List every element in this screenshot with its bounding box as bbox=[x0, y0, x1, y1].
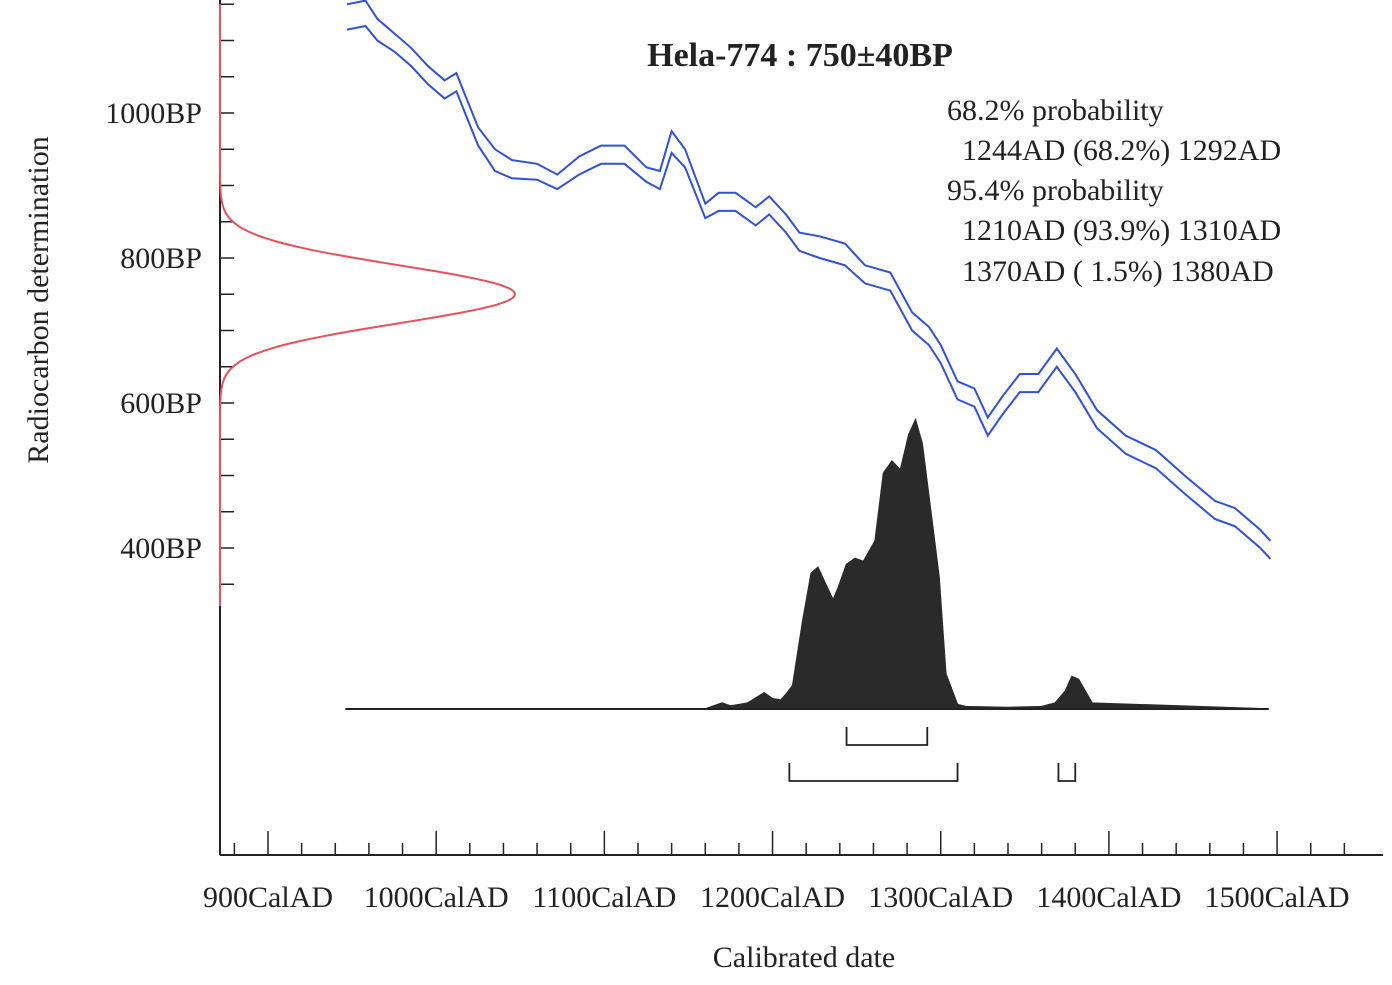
calibration-curve-lower bbox=[346, 24, 1272, 560]
y-tick-label: 800BP bbox=[120, 242, 202, 275]
y-axis-title: Radiocarbon determination bbox=[22, 136, 55, 463]
range-bracket-95-4pct bbox=[1057, 763, 1077, 782]
y-tick-label: 400BP bbox=[120, 532, 202, 565]
x-tick-label: 1500CalAD bbox=[1205, 881, 1350, 914]
calibration-curve-upper bbox=[346, 0, 1272, 542]
measurement-curve bbox=[219, 4, 517, 606]
chart-title: Hela-774 : 750±40BP bbox=[647, 37, 953, 74]
x-tick-label: 900CalAD bbox=[203, 881, 333, 914]
x-tick-label: 1100CalAD bbox=[532, 881, 676, 914]
annotation-line-4: 1210AD (93.9%) 1310AD bbox=[947, 214, 1281, 247]
annotation-line-3: 95.4% probability bbox=[947, 174, 1164, 207]
x-tick-label: 1300CalAD bbox=[868, 881, 1013, 914]
range-bracket-68-2pct bbox=[845, 727, 929, 746]
annotation-block: 68.2% probability 1244AD (68.2%) 1292AD … bbox=[947, 94, 1281, 288]
y-tick-label: 600BP bbox=[120, 387, 202, 420]
annotation-line-5: 1370AD ( 1.5%) 1380AD bbox=[947, 255, 1274, 288]
annotation-line-2: 1244AD (68.2%) 1292AD bbox=[947, 134, 1281, 167]
calibrated-distribution bbox=[345, 417, 1269, 710]
range-bracket-95-4pct bbox=[788, 763, 959, 782]
x-tick-label: 1200CalAD bbox=[700, 881, 845, 914]
y-tick-label: 1000BP bbox=[105, 97, 202, 130]
x-tick-label: 1000CalAD bbox=[364, 881, 509, 914]
x-tick-label: 1400CalAD bbox=[1036, 881, 1181, 914]
x-axis-title: Calibrated date bbox=[713, 941, 895, 974]
annotation-line-1: 68.2% probability bbox=[947, 94, 1164, 127]
